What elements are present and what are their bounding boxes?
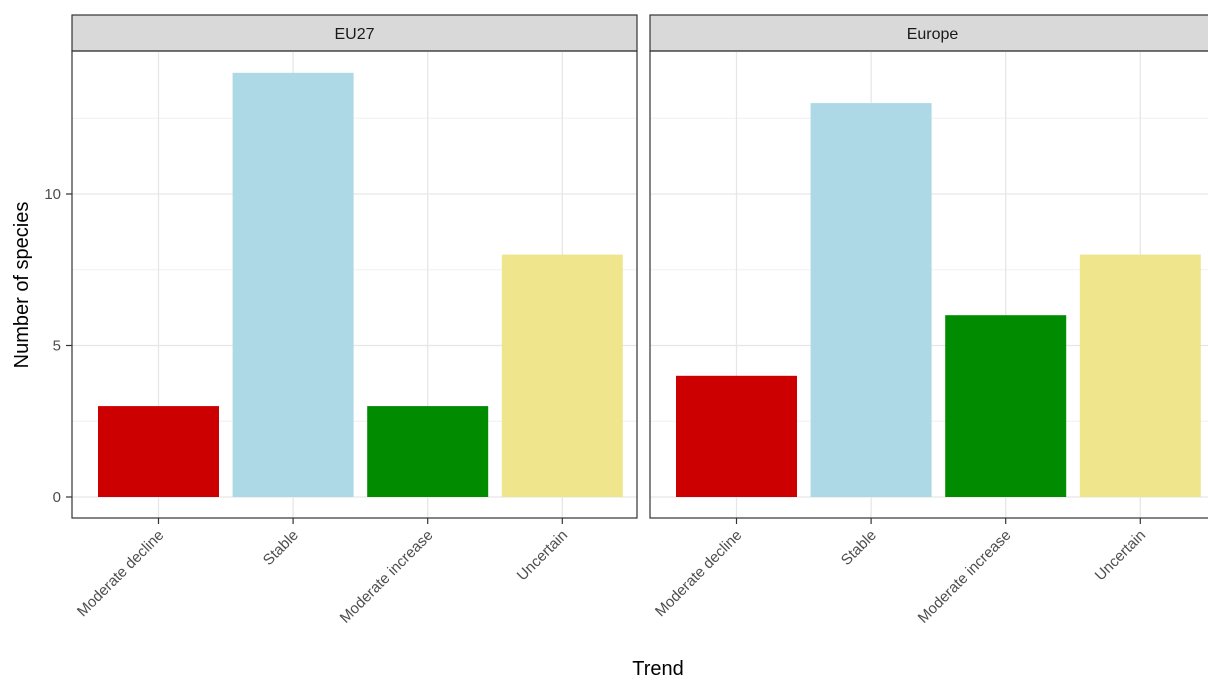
- bar-europe-uncertain: [1079, 254, 1201, 497]
- panel-europe: Europe: [649, 14, 1208, 519]
- x-tick-label-stable: Stable: [260, 527, 302, 569]
- y-axis-title: Number of species: [11, 202, 33, 369]
- panel-border-europe: [649, 50, 1208, 519]
- panel-strip-europe: [649, 14, 1208, 52]
- bar-eu27-moderate-decline: [98, 406, 219, 497]
- x-tick-label-uncertain: Uncertain: [514, 527, 571, 584]
- panel-strip-eu27: [71, 14, 638, 52]
- bar-eu27-moderate-increase: [367, 406, 489, 497]
- bar-eu27-uncertain: [501, 254, 623, 497]
- x-tick-label-moderate-decline: Moderate decline: [74, 527, 167, 620]
- x-tick-label-moderate-increase: Moderate increase: [337, 527, 437, 627]
- x-axis: Moderate decline Stable Moderate increase U…: [74, 518, 1149, 627]
- panel-title-europe: Europe: [907, 26, 959, 43]
- bar-europe-moderate-increase: [945, 315, 1067, 497]
- y-tick-label: 10: [44, 186, 61, 203]
- bar-europe-stable: [810, 103, 932, 497]
- bar-eu27-stable: [232, 72, 354, 498]
- panel-title-eu27: EU27: [334, 26, 374, 43]
- panel-border-eu27: [71, 50, 638, 519]
- x-axis-title: Trend: [632, 658, 684, 680]
- bars-eu27: [98, 72, 623, 498]
- y-tick-label: 5: [53, 338, 61, 355]
- bar-europe-moderate-decline: [676, 375, 797, 497]
- bars-europe: [676, 103, 1201, 497]
- x-tick-label-stable: Stable: [838, 527, 880, 569]
- x-tick-label-moderate-increase: Moderate increase: [915, 527, 1015, 627]
- y-tick-label: 0: [53, 489, 61, 506]
- y-axis: 0 5 10: [44, 186, 72, 506]
- panel-eu27: EU27: [71, 14, 638, 519]
- x-tick-label-uncertain: Uncertain: [1092, 527, 1149, 584]
- x-tick-label-moderate-decline: Moderate decline: [652, 527, 745, 620]
